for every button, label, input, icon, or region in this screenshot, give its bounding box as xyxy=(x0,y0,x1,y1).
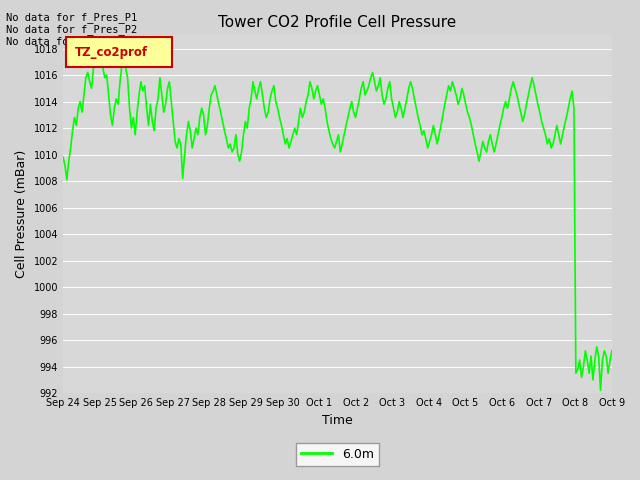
Text: No data for f_Pres_P1: No data for f_Pres_P1 xyxy=(6,12,138,23)
Text: TZ_co2prof: TZ_co2prof xyxy=(75,46,148,59)
Text: No data for f_Pres_P4: No data for f_Pres_P4 xyxy=(6,36,138,47)
Legend: 6.0m: 6.0m xyxy=(296,443,379,466)
Title: Tower CO2 Profile Cell Pressure: Tower CO2 Profile Cell Pressure xyxy=(218,15,456,30)
Text: No data for f_Pres_P2: No data for f_Pres_P2 xyxy=(6,24,138,35)
X-axis label: Time: Time xyxy=(322,414,353,427)
Y-axis label: Cell Pressure (mBar): Cell Pressure (mBar) xyxy=(15,150,28,278)
